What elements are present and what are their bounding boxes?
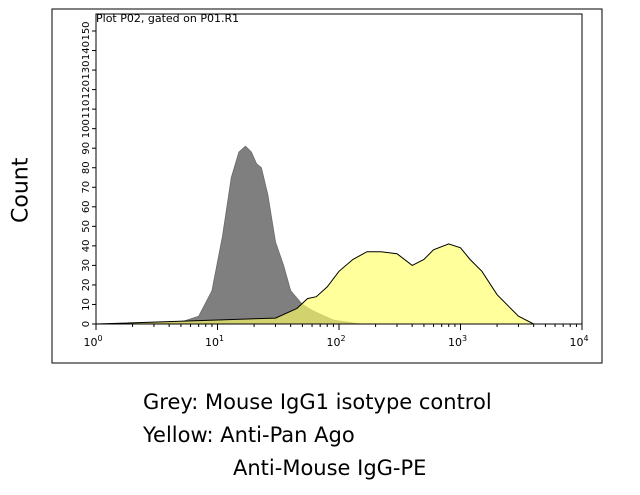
y-tick-label: 90 [81,142,92,155]
y-tick-label: 140 [81,41,92,60]
y-tick-label: 70 [81,181,92,194]
plot-area: 0102030405060708090100110120130140150100… [81,13,589,349]
x-tick-label: 100 [83,334,102,349]
x-tick-label: 101 [205,334,224,349]
y-tick-label: 100 [81,119,92,138]
x-tick-label: 104 [569,334,588,349]
y-tick-label: 20 [81,279,92,292]
y-tick-label: 110 [81,100,92,119]
y-tick-label: 40 [81,239,92,252]
y-tick-label: 10 [81,298,92,311]
y-tick-label: 120 [81,80,92,99]
x-tick-label: 103 [448,334,467,349]
legend-yellow-text-2: Anti-Mouse IgG-PE [233,456,427,480]
y-tick-label: 150 [81,21,92,40]
y-axis-label: Count [8,157,34,223]
y-tick-label: 50 [81,220,92,233]
anti-pan-ago-histogram [95,243,582,325]
y-tick-label: 130 [81,61,92,80]
legend-grey-text: Grey: Mouse IgG1 isotype control [143,390,492,414]
y-tick-label: 80 [81,161,92,174]
x-tick-label: 102 [326,334,345,349]
legend: Grey: Mouse IgG1 isotype control Yellow:… [143,386,492,485]
y-tick-label: 30 [81,259,92,272]
plot-title: Plot P02, gated on P01.R1 [96,12,239,25]
y-tick-label: 60 [81,200,92,213]
y-tick-label: 0 [81,321,92,327]
legend-yellow-text: Yellow: Anti-Pan Ago [143,423,355,447]
outer-frame [51,8,603,364]
